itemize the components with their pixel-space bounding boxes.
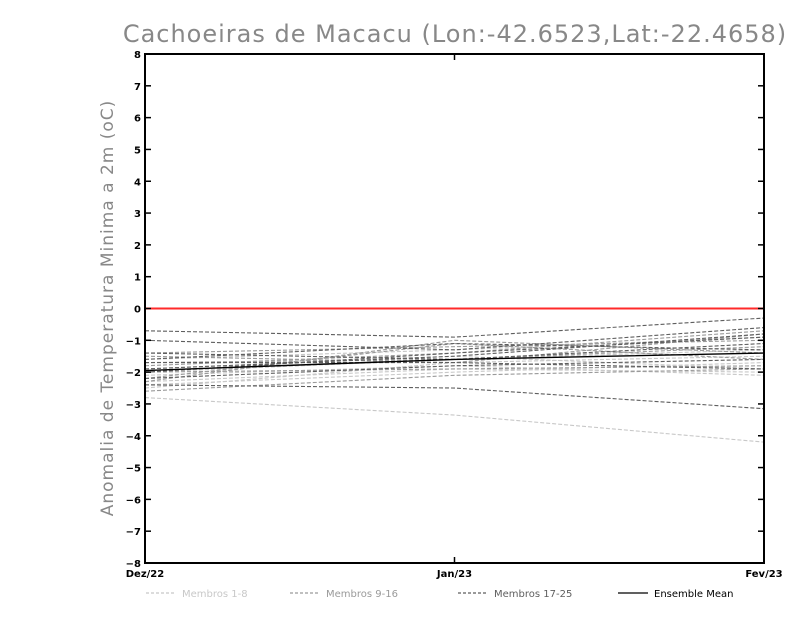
- y-tick-label: −2: [126, 368, 141, 379]
- member-line: [144, 397, 765, 443]
- y-tick-label: 4: [134, 177, 141, 188]
- y-tick-label: −4: [126, 432, 141, 443]
- member-line: [144, 355, 765, 389]
- y-tick-label: 8: [134, 50, 141, 61]
- y-tick-label: −7: [126, 527, 141, 538]
- y-axis-label: Anomalia de Temperatura Minima a 2m (oC): [98, 100, 118, 517]
- y-tick-label: 3: [134, 209, 141, 220]
- member-line: [144, 339, 765, 354]
- y-tick-label: −1: [126, 336, 141, 347]
- member-line: [144, 333, 765, 370]
- y-tick-label: 7: [134, 82, 141, 93]
- member-line: [144, 327, 765, 351]
- member-line: [144, 362, 765, 386]
- member-line: [144, 358, 765, 380]
- y-tick-label: −8: [126, 559, 141, 570]
- member-line: [144, 317, 765, 338]
- x-tick-label: Fev/23: [745, 569, 782, 580]
- x-tick-label: Dez/22: [126, 569, 165, 580]
- member-line: [144, 384, 765, 410]
- ensemble-mean-line: [144, 352, 765, 372]
- y-tick-label: −5: [126, 464, 141, 475]
- legend-label: Membros 9-16: [326, 589, 398, 600]
- x-tick-label: Jan/23: [436, 569, 472, 580]
- y-tick-label: 6: [134, 114, 141, 125]
- y-tick-label: 5: [134, 145, 141, 156]
- chart-title: Cachoeiras de Macacu (Lon:-42.6523,Lat:-…: [123, 20, 787, 48]
- member-line: [144, 365, 765, 373]
- plot-area: −8 −7 −6 −5 −4 −3 −2 −1 0 1 2 3 4 5 6 7 8 Dez/22 Jan/23 Fev…: [126, 50, 783, 580]
- legend-label: Ensemble Mean: [654, 589, 733, 600]
- member-line: [144, 333, 765, 364]
- member-line: [144, 330, 765, 367]
- member-line: [144, 336, 765, 373]
- y-tick-label: −6: [126, 495, 141, 506]
- member-line: [144, 342, 765, 360]
- y-tick-label: 0: [134, 305, 141, 316]
- member-line: [145, 362, 765, 370]
- legend: Membros 1-8 Membros 9-16 Membros 17-25 Ense…: [146, 589, 733, 600]
- legend-label: Membros 1-8: [182, 589, 248, 600]
- legend-label: Membros 17-25: [494, 589, 572, 600]
- y-tick-label: 2: [134, 241, 141, 252]
- y-tick-label: −3: [126, 400, 141, 411]
- y-tick-label: 1: [134, 273, 141, 284]
